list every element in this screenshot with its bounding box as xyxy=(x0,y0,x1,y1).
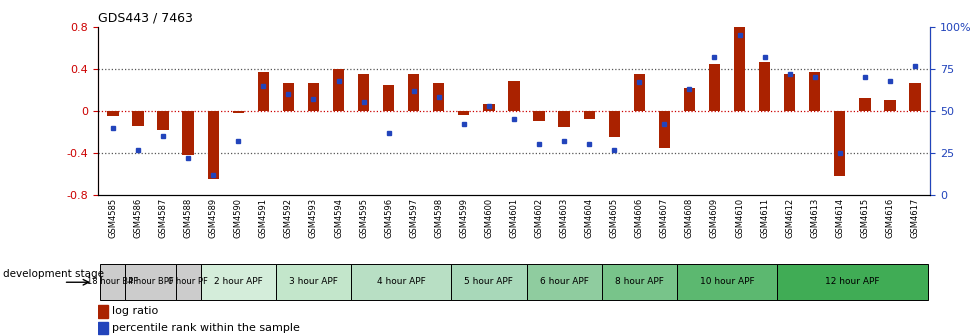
Bar xyxy=(101,264,125,300)
Text: GSM4597: GSM4597 xyxy=(409,198,418,238)
Text: 2 hour APF: 2 hour APF xyxy=(213,277,262,286)
Text: 5 hour APF: 5 hour APF xyxy=(464,277,512,286)
Text: GSM4588: GSM4588 xyxy=(184,198,193,239)
Bar xyxy=(98,322,109,334)
Text: 10 hour APF: 10 hour APF xyxy=(699,277,754,286)
Bar xyxy=(508,82,519,111)
Bar xyxy=(708,64,720,111)
Text: GSM4602: GSM4602 xyxy=(534,198,543,238)
Bar xyxy=(233,111,244,113)
Text: GSM4617: GSM4617 xyxy=(910,198,918,239)
Text: GSM4596: GSM4596 xyxy=(383,198,393,238)
Bar xyxy=(583,111,595,119)
Text: GSM4599: GSM4599 xyxy=(459,198,467,238)
Bar xyxy=(601,264,676,300)
Bar xyxy=(157,111,168,130)
Text: GSM4592: GSM4592 xyxy=(284,198,292,238)
Bar xyxy=(358,74,369,111)
Bar xyxy=(98,305,109,318)
Text: GSM4608: GSM4608 xyxy=(685,198,693,239)
Bar xyxy=(633,74,645,111)
Bar xyxy=(257,72,269,111)
Text: GSM4605: GSM4605 xyxy=(609,198,618,238)
Bar xyxy=(676,264,777,300)
Bar xyxy=(182,111,194,155)
Text: GSM4603: GSM4603 xyxy=(559,198,568,239)
Bar xyxy=(608,111,619,137)
Text: GSM4598: GSM4598 xyxy=(434,198,443,238)
Text: 3 hour APF: 3 hour APF xyxy=(289,277,337,286)
Bar xyxy=(175,264,200,300)
Bar xyxy=(658,111,669,148)
Bar xyxy=(207,111,219,179)
Text: GSM4607: GSM4607 xyxy=(659,198,668,239)
Text: 6 hour APF: 6 hour APF xyxy=(539,277,588,286)
Bar xyxy=(108,111,118,116)
Bar xyxy=(351,264,451,300)
Bar xyxy=(557,111,569,127)
Bar xyxy=(125,264,175,300)
Bar xyxy=(200,264,276,300)
Text: GSM4610: GSM4610 xyxy=(734,198,743,238)
Text: GSM4611: GSM4611 xyxy=(759,198,769,238)
Bar xyxy=(432,83,444,111)
Bar xyxy=(283,83,293,111)
Text: GDS443 / 7463: GDS443 / 7463 xyxy=(98,11,193,24)
Text: GSM4589: GSM4589 xyxy=(208,198,217,238)
Bar xyxy=(683,88,694,111)
Bar xyxy=(758,61,770,111)
Bar xyxy=(382,85,394,111)
Bar xyxy=(276,264,351,300)
Text: GSM4614: GSM4614 xyxy=(834,198,843,238)
Bar xyxy=(526,264,601,300)
Text: GSM4606: GSM4606 xyxy=(634,198,644,239)
Text: 12 hour APF: 12 hour APF xyxy=(824,277,878,286)
Bar xyxy=(132,111,144,126)
Bar xyxy=(833,111,845,176)
Text: GSM4593: GSM4593 xyxy=(309,198,318,238)
Bar xyxy=(451,264,526,300)
Text: GSM4586: GSM4586 xyxy=(133,198,143,239)
Text: GSM4604: GSM4604 xyxy=(584,198,593,238)
Text: GSM4595: GSM4595 xyxy=(359,198,368,238)
Text: GSM4613: GSM4613 xyxy=(810,198,819,239)
Bar xyxy=(408,74,419,111)
Text: 18 hour BPF: 18 hour BPF xyxy=(87,277,138,286)
Bar xyxy=(333,69,344,111)
Text: 0 hour PF: 0 hour PF xyxy=(168,277,208,286)
Text: GSM4609: GSM4609 xyxy=(709,198,718,238)
Text: development stage: development stage xyxy=(3,269,105,279)
Text: 8 hour APF: 8 hour APF xyxy=(614,277,663,286)
Text: GSM4585: GSM4585 xyxy=(109,198,117,238)
Bar xyxy=(909,83,919,111)
Text: GSM4594: GSM4594 xyxy=(333,198,342,238)
Bar xyxy=(808,72,820,111)
Text: 4 hour APF: 4 hour APF xyxy=(377,277,425,286)
Text: GSM4591: GSM4591 xyxy=(258,198,268,238)
Text: percentile rank within the sample: percentile rank within the sample xyxy=(112,323,300,333)
Text: GSM4590: GSM4590 xyxy=(234,198,243,238)
Text: log ratio: log ratio xyxy=(112,306,158,316)
Text: GSM4600: GSM4600 xyxy=(484,198,493,238)
Bar xyxy=(883,100,895,111)
Text: 4 hour BPF: 4 hour BPF xyxy=(127,277,173,286)
Bar xyxy=(734,23,744,111)
Text: GSM4587: GSM4587 xyxy=(158,198,167,239)
Bar xyxy=(783,74,794,111)
Text: GSM4601: GSM4601 xyxy=(509,198,518,238)
Bar xyxy=(458,111,469,115)
Bar xyxy=(533,111,544,121)
Text: GSM4615: GSM4615 xyxy=(860,198,868,238)
Bar xyxy=(483,103,494,111)
Text: GSM4616: GSM4616 xyxy=(884,198,894,239)
Bar xyxy=(859,98,869,111)
Bar xyxy=(777,264,926,300)
Bar xyxy=(307,83,319,111)
Text: GSM4612: GSM4612 xyxy=(784,198,793,238)
